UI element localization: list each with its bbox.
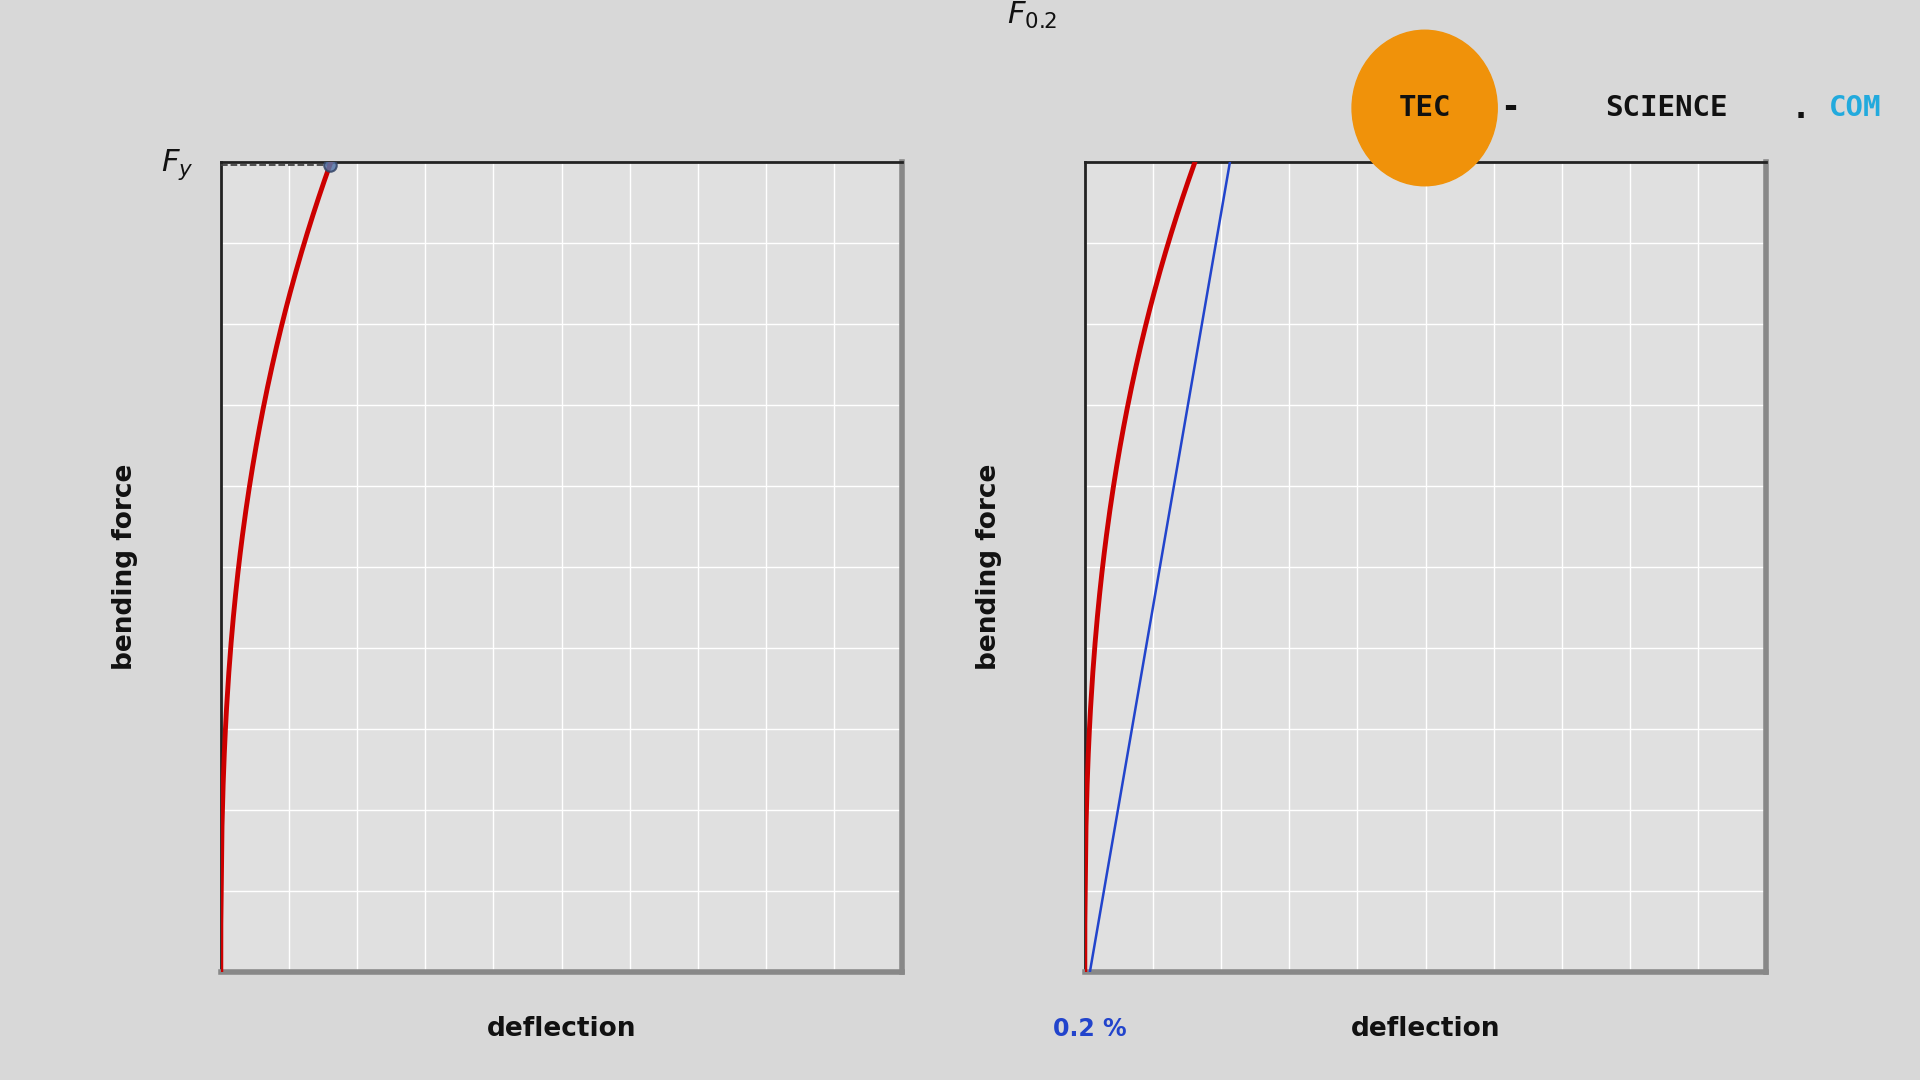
Text: deflection: deflection (1352, 1015, 1500, 1042)
Text: SCIENCE: SCIENCE (1605, 94, 1728, 122)
Circle shape (1352, 30, 1498, 186)
Text: bending force: bending force (977, 463, 1002, 671)
Text: TEC: TEC (1398, 94, 1452, 122)
Text: -: - (1501, 92, 1521, 124)
Text: $F_y$: $F_y$ (161, 148, 194, 183)
Text: 0.2 %: 0.2 % (1052, 1016, 1127, 1040)
Text: $F_{0.2}$: $F_{0.2}$ (1008, 0, 1058, 31)
Text: deflection: deflection (488, 1015, 636, 1042)
Text: COM: COM (1828, 94, 1882, 122)
Text: bending force: bending force (113, 463, 138, 671)
Text: .: . (1791, 92, 1811, 124)
